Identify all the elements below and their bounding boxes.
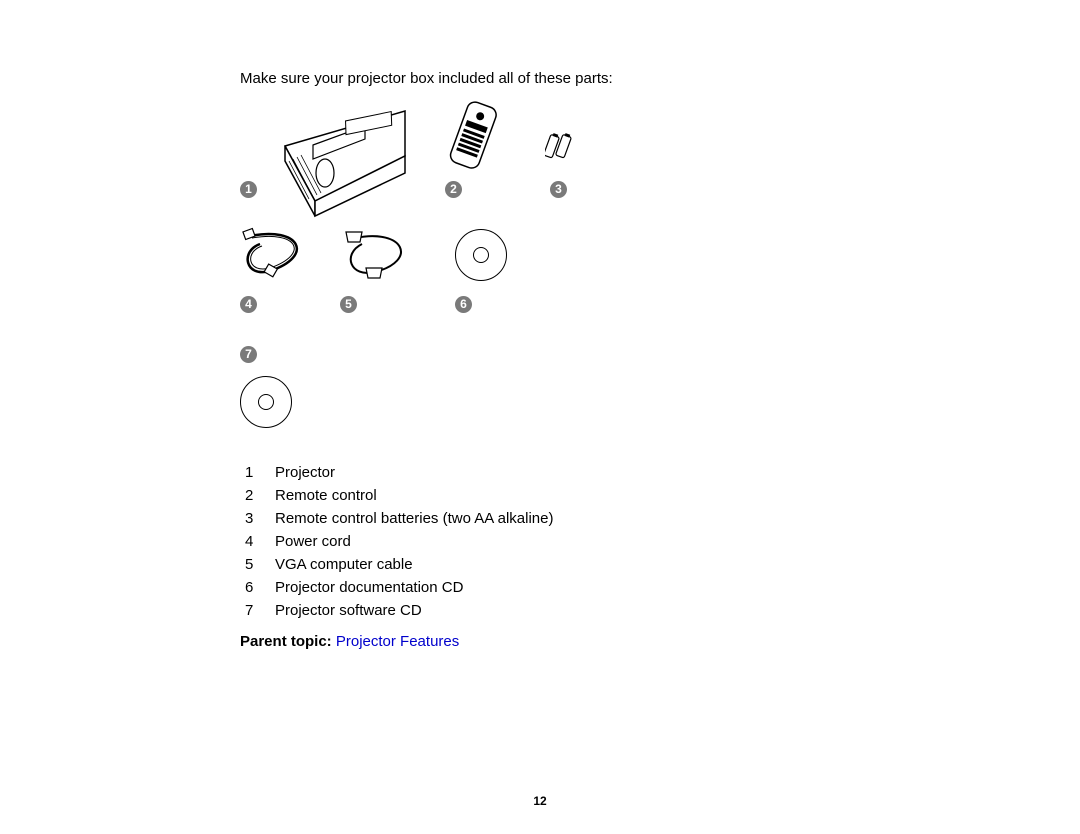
parts-figure: 1 2 3 4 5 6 7 (240, 101, 600, 446)
intro-text: Make sure your projector box included al… (240, 70, 840, 87)
list-number: 1 (245, 464, 275, 481)
remote-icon (440, 101, 520, 171)
document-page: Make sure your projector box included al… (0, 0, 1080, 834)
list-label: VGA computer cable (275, 556, 413, 573)
list-item: 5VGA computer cable (245, 556, 840, 573)
list-number: 3 (245, 510, 275, 527)
page-number: 12 (0, 794, 1080, 808)
parent-topic-link[interactable]: Projector Features (336, 633, 459, 650)
parent-topic: Parent topic: Projector Features (240, 633, 840, 650)
list-label: Projector software CD (275, 602, 422, 619)
list-item: 3Remote control batteries (two AA alkali… (245, 510, 840, 527)
callout-5: 5 (340, 296, 357, 313)
parts-list: 1Projector 2Remote control 3Remote contr… (240, 464, 840, 619)
list-number: 5 (245, 556, 275, 573)
callout-4: 4 (240, 296, 257, 313)
list-number: 4 (245, 533, 275, 550)
list-label: Remote control (275, 487, 377, 504)
list-item: 7Projector software CD (245, 602, 840, 619)
callout-2: 2 (445, 181, 462, 198)
list-label: Remote control batteries (two AA alkalin… (275, 510, 553, 527)
list-item: 1Projector (245, 464, 840, 481)
callout-7: 7 (240, 346, 257, 363)
list-number: 2 (245, 487, 275, 504)
list-item: 6Projector documentation CD (245, 579, 840, 596)
list-number: 7 (245, 602, 275, 619)
list-item: 2Remote control (245, 487, 840, 504)
software-cd-icon (240, 376, 292, 428)
list-label: Projector (275, 464, 335, 481)
callout-6: 6 (455, 296, 472, 313)
power-cord-icon (240, 226, 320, 281)
callout-1: 1 (240, 181, 257, 198)
batteries-icon (545, 131, 575, 161)
list-label: Projector documentation CD (275, 579, 463, 596)
parent-topic-label: Parent topic: (240, 633, 336, 650)
list-label: Power cord (275, 533, 351, 550)
projector-icon (255, 101, 435, 221)
list-number: 6 (245, 579, 275, 596)
doc-cd-icon (455, 229, 507, 281)
callout-3: 3 (550, 181, 567, 198)
vga-cable-icon (340, 226, 420, 281)
list-item: 4Power cord (245, 533, 840, 550)
